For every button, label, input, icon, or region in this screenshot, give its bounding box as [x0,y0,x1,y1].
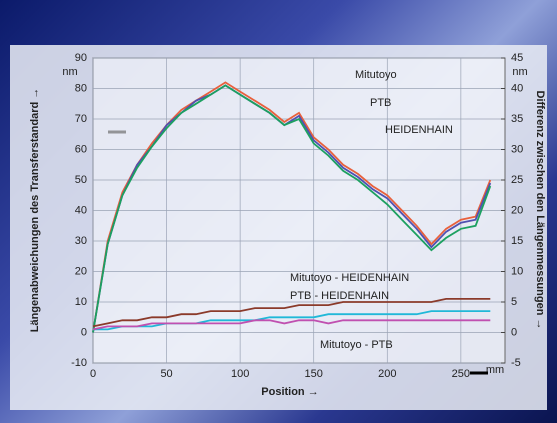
y2-tick-label: 5 [511,296,517,308]
series-label: Mitutoyo [355,69,397,81]
y2-tick-label: 25 [511,174,523,186]
series-label: PTB - HEIDENHAIN [290,290,389,302]
y-tick-label: 20 [75,265,87,277]
x-tick-label: 100 [231,368,249,380]
y2-unit: nm [512,66,527,78]
x-axis-label: Position → [261,386,318,398]
y-tick-label: 10 [75,296,87,308]
series-label: Mitutoyo - HEIDENHAIN [290,272,409,284]
y2-axis-label: Differenz zwischen den Längenmessungen → [534,91,546,330]
y-axis-label: Längenabweichungen des Transferstandard … [29,88,41,333]
y-tick-label: 0 [81,326,87,338]
y-unit: nm [62,66,77,78]
y2-tick-label: 35 [511,113,523,125]
x-tick-label: 50 [160,368,172,380]
x-unit: mm [486,364,504,376]
y-tick-label: -10 [71,357,87,369]
series-line [92,297,491,328]
x-tick-label: 250 [452,368,470,380]
series-line [92,84,492,333]
y-tick-label: 90 [75,52,87,64]
y2-tick-label: -5 [511,357,521,369]
series-line [93,310,491,331]
y-tick-label: 60 [75,143,87,155]
y-tick-label: 80 [75,82,87,94]
x-tick-label: 200 [378,368,396,380]
y-tick-label: 50 [75,174,87,186]
y-tick-label: 70 [75,113,87,125]
series-label: PTB [370,97,391,109]
y-tick-label: 30 [75,235,87,247]
series-line [92,319,491,331]
y-tick-label: 40 [75,204,87,216]
y2-tick-label: 10 [511,265,523,277]
series-line [92,84,492,333]
series-label: Mitutoyo - PTB [320,339,393,351]
series-label: HEIDENHAIN [385,124,453,136]
y2-tick-label: 0 [511,326,517,338]
y2-tick-label: 30 [511,143,523,155]
x-tick-label: 150 [305,368,323,380]
y2-tick-label: 40 [511,82,523,94]
y2-tick-label: 20 [511,204,523,216]
y2-tick-label: 45 [511,52,523,64]
x-tick-label: 0 [90,368,96,380]
y2-tick-label: 15 [511,235,523,247]
